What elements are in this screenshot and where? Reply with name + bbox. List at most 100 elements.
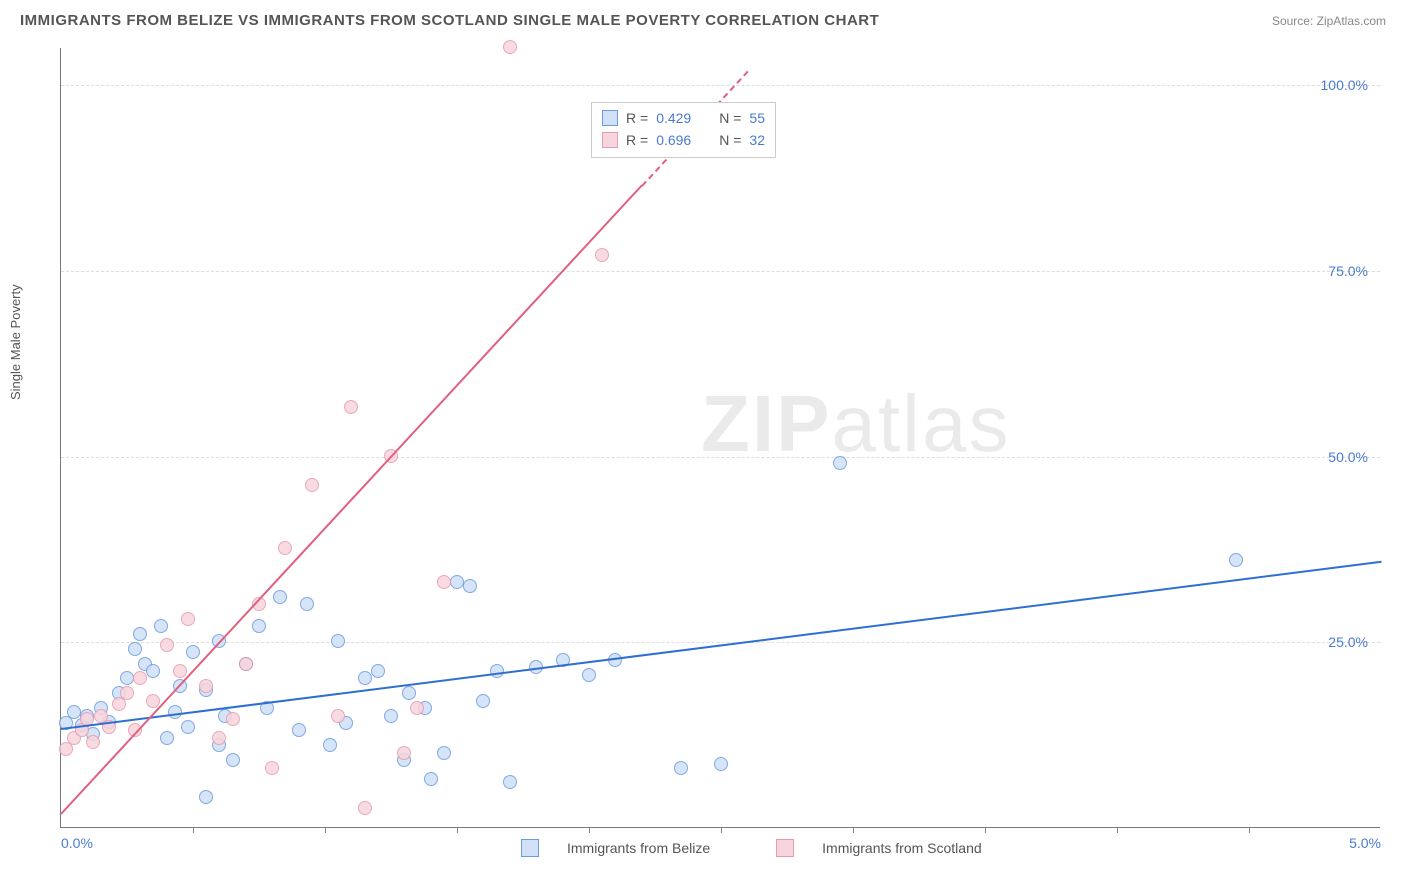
scatter-point-scotland [181,612,195,626]
gridline [61,642,1380,643]
scatter-point-belize [133,627,147,641]
scatter-point-scotland [199,679,213,693]
legend-swatch-belize [602,110,618,126]
y-tick-label: 50.0% [1328,449,1368,465]
r-value-scotland: 0.696 [656,129,691,151]
watermark-light: atlas [831,379,1010,468]
scatter-point-belize [323,738,337,752]
y-axis-label: Single Male Poverty [8,284,23,400]
chart-container: IMMIGRANTS FROM BELIZE VS IMMIGRANTS FRO… [0,0,1406,892]
n-value-scotland: 32 [749,129,765,151]
n-value-belize: 55 [749,107,765,129]
legend-label-belize: Immigrants from Belize [567,840,710,856]
r-label: R = [626,129,648,151]
scatter-point-belize [463,579,477,593]
scatter-point-scotland [226,712,240,726]
scatter-point-belize [226,753,240,767]
scatter-point-belize [490,664,504,678]
scatter-point-belize [252,619,266,633]
scatter-point-scotland [173,664,187,678]
scatter-point-belize [476,694,490,708]
n-label: N = [719,107,741,129]
scatter-point-scotland [212,731,226,745]
series-legend: Immigrants from Belize Immigrants from S… [521,839,982,857]
scatter-point-belize [300,597,314,611]
legend-swatch-scotland [602,132,618,148]
scatter-point-belize [424,772,438,786]
scatter-point-belize [371,664,385,678]
scatter-point-belize [120,671,134,685]
scatter-point-scotland [344,400,358,414]
x-tick [325,827,326,833]
scatter-point-scotland [239,657,253,671]
scatter-point-scotland [86,735,100,749]
scatter-point-scotland [331,709,345,723]
scatter-point-scotland [358,801,372,815]
x-tick [589,827,590,833]
correlation-legend: R = 0.429 N = 55 R = 0.696 N = 32 [591,102,776,158]
gridline [61,271,1380,272]
x-tick-label: 0.0% [61,835,93,851]
scatter-point-scotland [397,746,411,760]
source-name: ZipAtlas.com [1317,14,1386,28]
trendline [61,561,1381,730]
x-tick [721,827,722,833]
y-tick-label: 75.0% [1328,263,1368,279]
scatter-point-belize [503,775,517,789]
scatter-point-belize [714,757,728,771]
scatter-point-scotland [305,478,319,492]
x-tick [1117,827,1118,833]
legend-swatch-scotland [776,839,794,857]
scatter-point-scotland [120,686,134,700]
scatter-point-belize [146,664,160,678]
legend-swatch-belize [521,839,539,857]
scatter-point-belize [292,723,306,737]
r-value-belize: 0.429 [656,107,691,129]
scatter-point-scotland [278,541,292,555]
scatter-point-belize [128,642,142,656]
y-tick-label: 100.0% [1321,77,1368,93]
x-tick [1249,827,1250,833]
source-attribution: Source: ZipAtlas.com [1272,14,1386,28]
r-label: R = [626,107,648,129]
scatter-point-scotland [265,761,279,775]
scatter-point-belize [402,686,416,700]
scatter-point-scotland [595,248,609,262]
scatter-point-belize [67,705,81,719]
scatter-point-scotland [160,638,174,652]
watermark-bold: ZIP [701,379,831,468]
scatter-point-belize [674,761,688,775]
legend-label-scotland: Immigrants from Scotland [822,840,982,856]
scatter-point-belize [181,720,195,734]
scatter-point-belize [450,575,464,589]
scatter-point-scotland [410,701,424,715]
chart-title: IMMIGRANTS FROM BELIZE VS IMMIGRANTS FRO… [20,12,879,29]
source-label: Source: [1272,14,1317,28]
x-tick [193,827,194,833]
scatter-point-belize [186,645,200,659]
scatter-point-scotland [503,40,517,54]
scatter-point-belize [1229,553,1243,567]
x-tick-label: 5.0% [1349,835,1381,851]
scatter-point-belize [168,705,182,719]
correlation-legend-row: R = 0.429 N = 55 [602,107,765,129]
y-tick-label: 25.0% [1328,634,1368,650]
gridline [61,85,1380,86]
scatter-point-belize [154,619,168,633]
x-tick [853,827,854,833]
scatter-point-belize [582,668,596,682]
scatter-point-scotland [437,575,451,589]
correlation-legend-row: R = 0.696 N = 32 [602,129,765,151]
x-tick [457,827,458,833]
scatter-point-belize [331,634,345,648]
x-tick [985,827,986,833]
scatter-point-belize [384,709,398,723]
scatter-point-belize [273,590,287,604]
n-label: N = [719,129,741,151]
gridline [61,457,1380,458]
scatter-point-belize [160,731,174,745]
scatter-point-belize [833,456,847,470]
scatter-point-belize [358,671,372,685]
scatter-point-belize [437,746,451,760]
scatter-point-belize [199,790,213,804]
